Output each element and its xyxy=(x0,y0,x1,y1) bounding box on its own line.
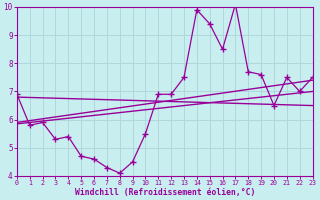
X-axis label: Windchill (Refroidissement éolien,°C): Windchill (Refroidissement éolien,°C) xyxy=(75,188,255,197)
